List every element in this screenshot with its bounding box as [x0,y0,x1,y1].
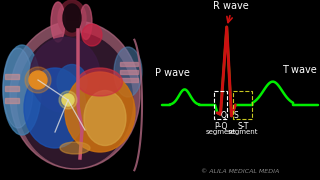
Circle shape [62,94,74,106]
Text: P-Q: P-Q [214,122,227,131]
Ellipse shape [84,91,126,145]
Ellipse shape [65,72,135,152]
Ellipse shape [30,37,100,112]
Circle shape [25,67,51,93]
Circle shape [29,71,47,89]
Ellipse shape [63,4,81,32]
Ellipse shape [114,47,142,97]
FancyArrow shape [120,78,138,82]
Ellipse shape [60,142,90,154]
Ellipse shape [80,4,92,39]
Ellipse shape [77,68,123,96]
Text: S-T: S-T [237,122,248,131]
Text: © ALILA MEDICAL MEDIA: © ALILA MEDICAL MEDIA [201,169,279,174]
FancyArrow shape [5,73,19,78]
Text: S: S [234,111,238,120]
Text: Q: Q [221,111,227,120]
Ellipse shape [3,45,41,135]
Ellipse shape [18,33,132,168]
Text: segment: segment [228,129,258,135]
FancyArrow shape [5,86,19,91]
Ellipse shape [82,24,102,46]
Text: P wave: P wave [155,68,190,78]
Ellipse shape [51,2,65,42]
FancyArrow shape [5,98,19,102]
Bar [214,91,227,119]
Ellipse shape [24,68,86,148]
Ellipse shape [10,21,140,169]
Ellipse shape [57,64,87,100]
Bar [233,91,252,119]
Ellipse shape [5,10,150,170]
Text: T wave: T wave [282,65,317,75]
Text: segment: segment [205,129,236,135]
Circle shape [59,91,77,109]
Text: R wave: R wave [213,1,249,11]
Ellipse shape [58,0,86,36]
FancyArrow shape [120,70,138,74]
Ellipse shape [3,48,33,128]
FancyArrow shape [120,62,138,66]
